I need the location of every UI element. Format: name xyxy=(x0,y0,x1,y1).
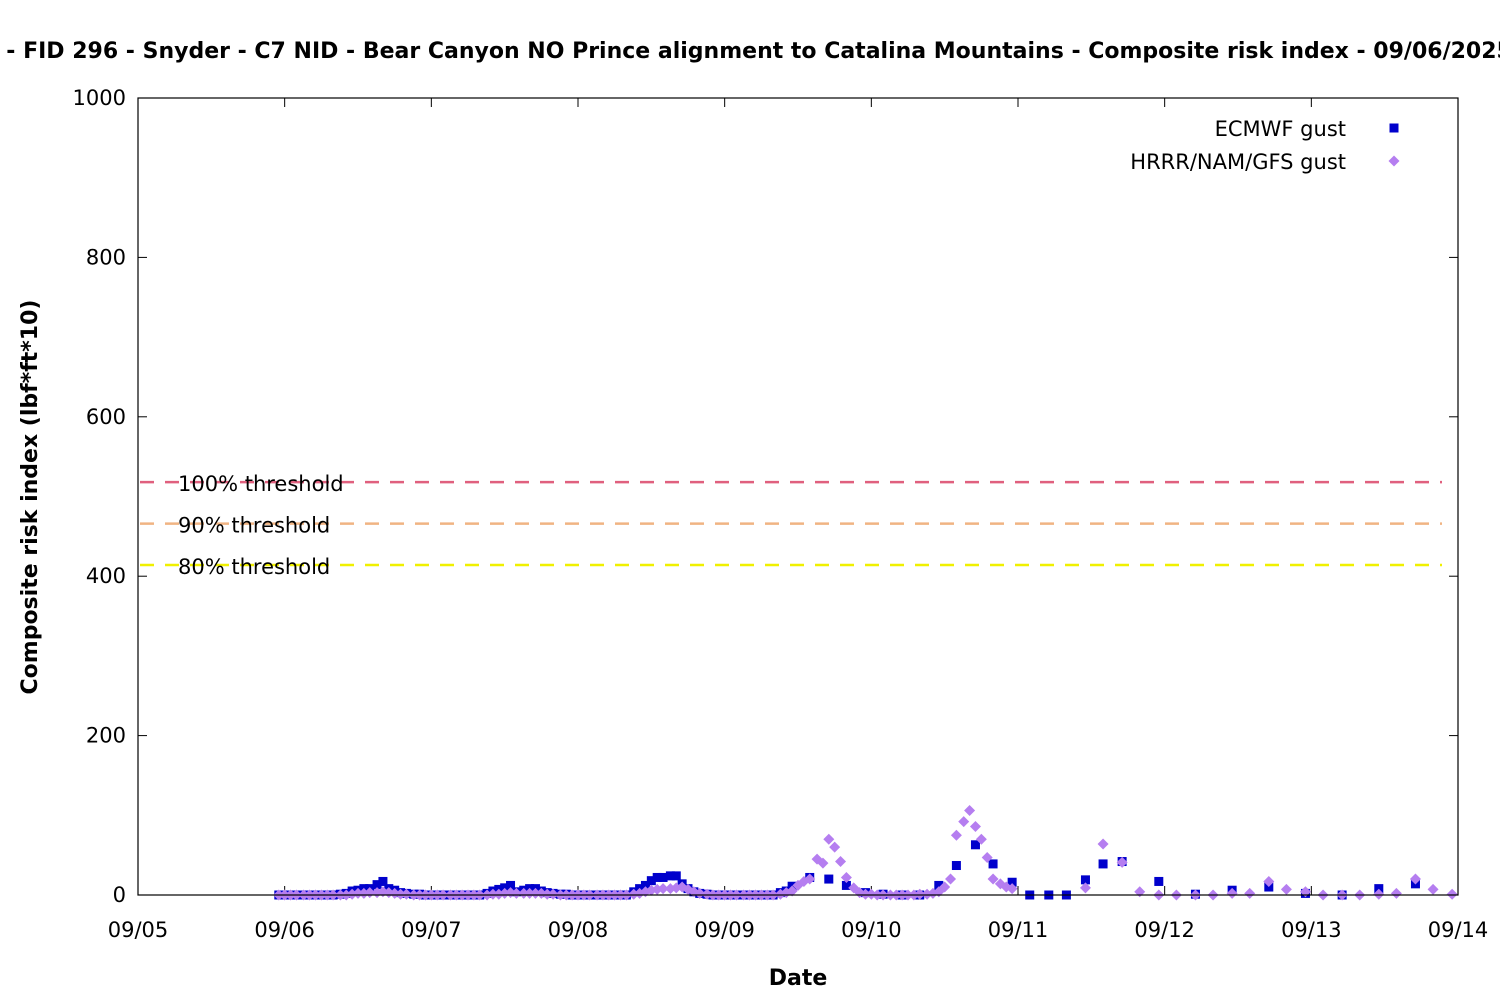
ecmwf-point xyxy=(1080,875,1090,885)
x-tick-label: 09/12 xyxy=(1134,918,1195,942)
ecmwf-point xyxy=(1154,876,1164,886)
x-tick-label: 09/11 xyxy=(988,918,1049,942)
x-tick-label: 09/07 xyxy=(401,918,462,942)
ecmwf-point xyxy=(1374,884,1384,894)
ecmwf-point xyxy=(1264,882,1274,892)
hrrr-point xyxy=(1134,886,1146,898)
legend: ECMWF gust HRRR/NAM/GFS gust xyxy=(1130,117,1400,174)
hrrr-point xyxy=(352,887,364,899)
threshold-label: 100% threshold xyxy=(178,472,344,496)
hrrr-point xyxy=(1226,887,1238,899)
hrrr-point xyxy=(1116,856,1128,868)
ecmwf-point xyxy=(640,880,650,890)
legend-marker xyxy=(1389,123,1399,133)
hrrr-point xyxy=(529,887,541,899)
hrrr-point xyxy=(510,887,522,899)
hrrr-point xyxy=(395,888,407,900)
hrrr-point xyxy=(1409,873,1421,885)
hrrr-point xyxy=(950,829,962,841)
hrrr-point xyxy=(547,888,559,900)
ecmwf-point xyxy=(841,880,851,890)
data-points xyxy=(273,805,1458,901)
hrrr-point xyxy=(914,888,926,900)
hrrr-point xyxy=(829,841,841,853)
y-axis-label: Composite risk index (lbf*ft*10) xyxy=(18,300,43,695)
x-tick-label: 09/08 xyxy=(548,918,609,942)
legend-marker xyxy=(1388,155,1400,167)
ecmwf-point xyxy=(646,876,656,886)
x-tick-label: 09/14 xyxy=(1428,918,1489,942)
threshold-label: 90% threshold xyxy=(178,514,330,538)
ecmwf-point xyxy=(506,880,516,890)
hrrr-point xyxy=(969,820,981,832)
y-tick-label: 400 xyxy=(86,564,126,588)
hrrr-point xyxy=(1097,838,1109,850)
hrrr-point xyxy=(657,883,669,895)
ecmwf-point xyxy=(1098,859,1108,869)
ecmwf-point xyxy=(824,874,834,884)
ecmwf-point xyxy=(652,872,662,882)
hrrr-point xyxy=(817,857,829,869)
threshold-label: 80% threshold xyxy=(178,555,330,579)
ecmwf-point xyxy=(658,872,668,882)
hrrr-point xyxy=(939,881,951,893)
ecmwf-point xyxy=(1007,877,1017,887)
hrrr-point xyxy=(1079,882,1091,894)
chart-title: er 2 - FID 296 - Snyder - C7 NID - Bear … xyxy=(0,39,1500,64)
hrrr-point xyxy=(1390,887,1402,899)
y-tick-label: 0 xyxy=(113,883,126,907)
hrrr-point xyxy=(1006,883,1018,895)
hrrr-point xyxy=(975,833,987,845)
hrrr-point xyxy=(1244,887,1256,899)
hrrr-point xyxy=(987,873,999,885)
ecmwf-point xyxy=(665,871,675,881)
hrrr-point xyxy=(518,887,530,899)
hrrr-point xyxy=(1280,883,1292,895)
legend-label: HRRR/NAM/GFS gust xyxy=(1130,150,1346,174)
x-tick-label: 09/13 xyxy=(1281,918,1342,942)
hrrr-point xyxy=(835,856,847,868)
y-tick-label: 600 xyxy=(86,405,126,429)
ecmwf-point xyxy=(378,876,388,886)
hrrr-point xyxy=(823,833,835,845)
x-tick-label: 09/06 xyxy=(254,918,315,942)
ecmwf-point xyxy=(951,861,961,871)
hrrr-point xyxy=(524,887,536,899)
ecmwf-point xyxy=(934,880,944,890)
x-axis-label: Date xyxy=(769,966,828,991)
y-tick-label: 200 xyxy=(86,724,126,748)
hrrr-point xyxy=(981,852,993,864)
y-tick-label: 800 xyxy=(86,245,126,269)
hrrr-point xyxy=(786,885,798,897)
hrrr-point xyxy=(840,871,852,883)
y-axis: 0 200 400 600 800 1000 xyxy=(73,86,1458,907)
hrrr-point xyxy=(400,888,412,900)
x-tick-label: 09/05 xyxy=(108,918,169,942)
ecmwf-point xyxy=(671,871,681,881)
ecmwf-point xyxy=(970,840,980,850)
hrrr-point xyxy=(1373,888,1385,900)
y-tick-label: 1000 xyxy=(73,86,126,110)
hrrr-point xyxy=(541,888,553,900)
ecmwf-point xyxy=(988,859,998,869)
legend-label: ECMWF gust xyxy=(1215,117,1346,141)
x-tick-label: 09/10 xyxy=(841,918,902,942)
hrrr-point xyxy=(1263,875,1275,887)
ecmwf-point xyxy=(372,880,382,890)
x-axis: 09/05 09/06 09/07 09/08 09/09 09/10 09/11 09/12… xyxy=(108,98,1489,942)
plot-frame xyxy=(137,97,1459,896)
x-tick-label: 09/09 xyxy=(694,918,755,942)
hrrr-point xyxy=(694,887,706,899)
hrrr-point xyxy=(859,888,871,900)
hrrr-point xyxy=(958,816,970,828)
hrrr-point xyxy=(964,805,976,817)
hrrr-point xyxy=(1427,883,1439,895)
threshold-lines: 100% threshold 90% threshold 80% threshold xyxy=(140,472,1442,579)
hrrr-point xyxy=(804,873,816,885)
hrrr-point xyxy=(487,888,499,900)
hrrr-point xyxy=(1446,888,1458,900)
hrrr-point xyxy=(945,873,957,885)
ecmwf-point xyxy=(500,883,510,893)
